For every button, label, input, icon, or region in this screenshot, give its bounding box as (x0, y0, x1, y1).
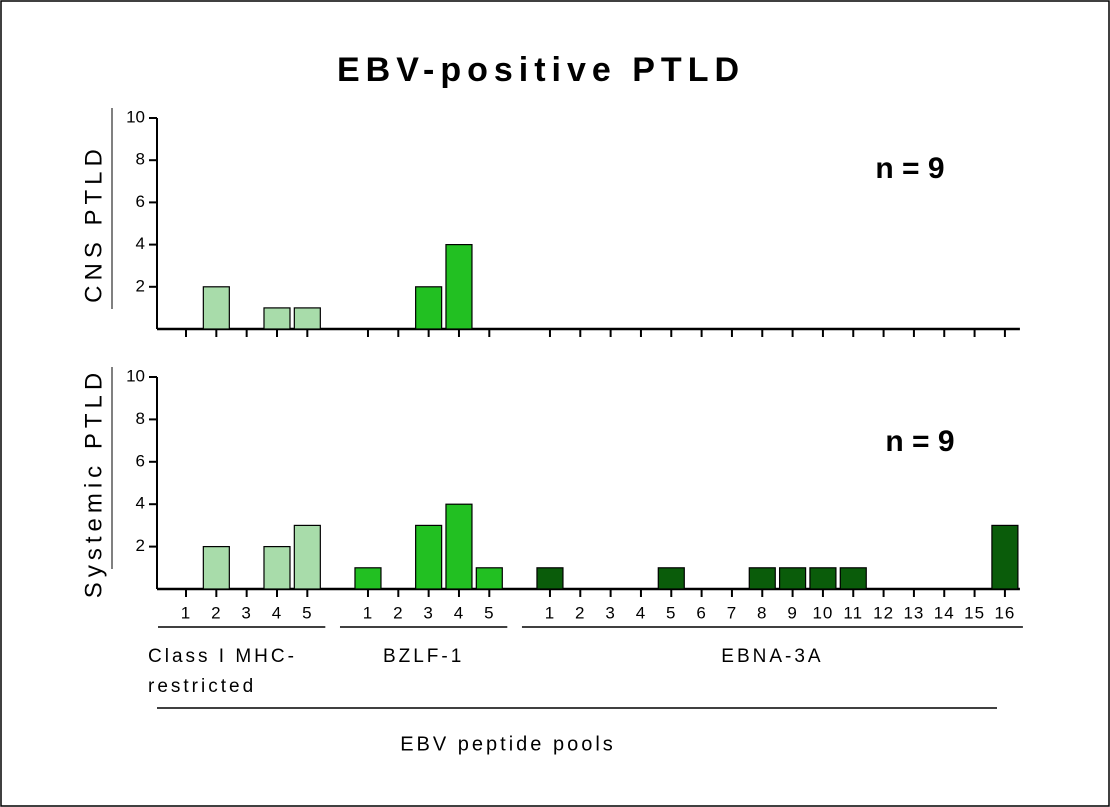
x-tick-label: 4 (272, 603, 282, 622)
chart-title: EBV-positive PTLD (337, 51, 745, 89)
bar (263, 545, 291, 590)
bar (657, 567, 685, 590)
bar (263, 307, 291, 330)
bar (778, 567, 807, 590)
group-label: EBNA-3A (721, 646, 824, 667)
bar (202, 545, 230, 590)
x-tick-label: 5 (302, 603, 312, 622)
x-tick-label: 13 (903, 603, 924, 622)
bar (809, 567, 837, 590)
x-tick-label: 16 (994, 603, 1015, 622)
bar (293, 524, 321, 590)
x-tick-label: 6 (696, 603, 706, 622)
x-tick-label: 7 (727, 603, 737, 622)
bar (415, 286, 443, 330)
y-tick-label: 4 (136, 494, 145, 513)
annotation: n = 9 (885, 425, 954, 458)
y-axis-label: Systemic PTLD (80, 368, 107, 598)
group-label: BZLF-1 (382, 646, 465, 667)
annotation: n = 9 (875, 152, 944, 185)
y-axis-label: CNS PTLD (80, 144, 107, 303)
bar (293, 307, 321, 330)
y-tick-label: 6 (136, 192, 145, 211)
x-tick-label: 15 (964, 603, 985, 622)
x-tick-label: 1 (181, 603, 191, 622)
x-tick-label: 10 (812, 603, 833, 622)
bar (415, 524, 443, 590)
x-tick-label: 3 (423, 603, 433, 622)
bar (839, 567, 867, 590)
bar (202, 286, 230, 330)
x-tick-label: 4 (636, 603, 646, 622)
x-tick-label: 3 (605, 603, 615, 622)
x-tick-label: 2 (211, 603, 221, 622)
y-tick-label: 8 (136, 150, 145, 169)
x-tick-label: 11 (843, 603, 863, 622)
bar (354, 567, 382, 590)
x-tick-label: 2 (575, 603, 585, 622)
x-tick-label: 4 (454, 603, 464, 622)
bar (445, 244, 473, 330)
x-tick-label: 9 (787, 603, 797, 622)
x-tick-label: 12 (873, 603, 894, 622)
x-tick-label: 5 (484, 603, 494, 622)
x-tick-label: 2 (393, 603, 403, 622)
x-axis-label: EBV peptide pools (400, 733, 616, 755)
x-tick-label: 1 (363, 603, 373, 622)
y-tick-label: 2 (136, 536, 145, 555)
bar (445, 503, 473, 590)
y-tick-label: 10 (126, 107, 145, 126)
bar (991, 524, 1019, 590)
y-tick-label: 4 (136, 234, 145, 253)
y-tick-label: 10 (126, 366, 145, 385)
x-tick-label: 3 (241, 603, 251, 622)
x-tick-label: 14 (934, 603, 955, 622)
group-label: Class I MHC-restricted (148, 646, 297, 697)
bar (536, 567, 564, 590)
bar (748, 567, 776, 590)
x-tick-label: 1 (545, 603, 555, 622)
x-tick-label: 5 (666, 603, 676, 622)
bar (475, 567, 503, 590)
y-tick-label: 6 (136, 451, 145, 470)
y-tick-label: 2 (136, 276, 145, 295)
y-tick-label: 8 (136, 409, 145, 428)
x-tick-label: 8 (757, 603, 767, 622)
